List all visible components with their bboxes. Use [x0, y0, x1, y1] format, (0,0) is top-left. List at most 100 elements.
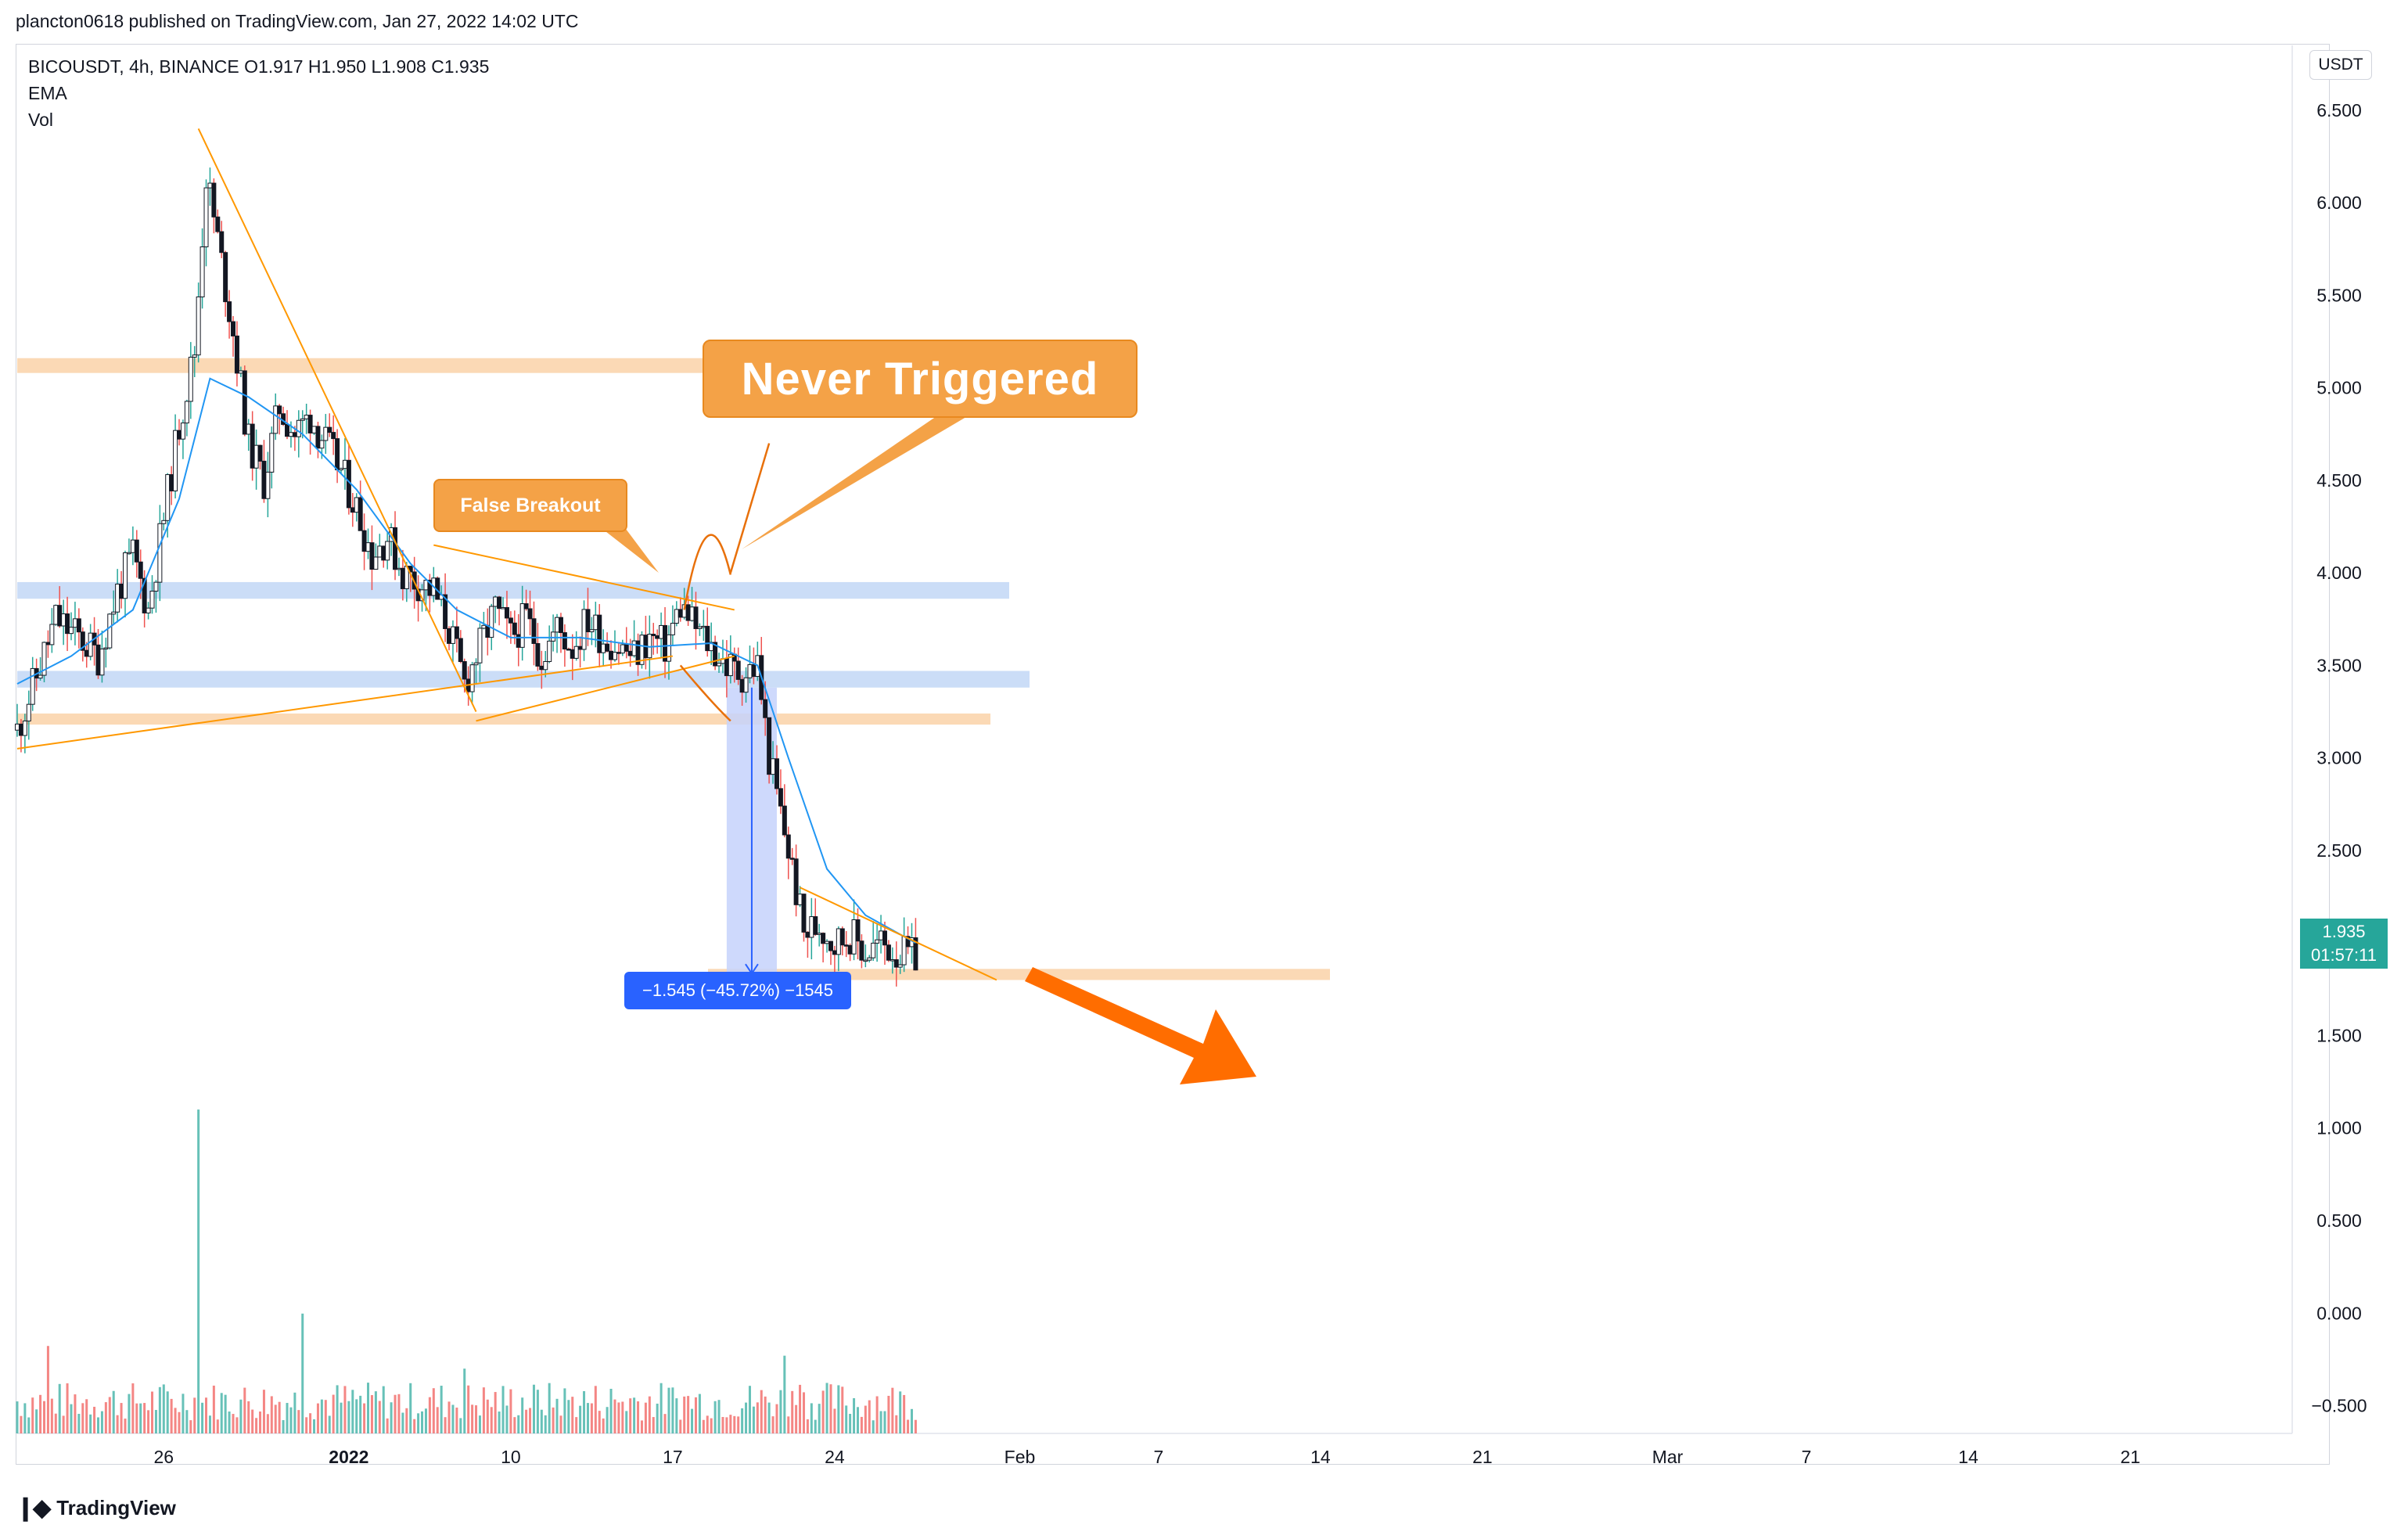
time-tick-label: 7 — [1802, 1447, 1812, 1467]
price-range-measure-label[interactable]: −1.545 (−45.72%) −1545 — [624, 972, 851, 1009]
candle-body — [458, 638, 463, 663]
time-tick-label: 14 — [1958, 1447, 1979, 1467]
tradingview-logo[interactable]: ❙◆ TradingView — [16, 1494, 176, 1522]
volume-bar — [795, 1404, 798, 1433]
volume-bar — [687, 1396, 690, 1433]
volume-bar — [629, 1398, 632, 1433]
candle-body — [473, 662, 479, 666]
volume-bar — [197, 1109, 200, 1433]
volume-bar — [810, 1403, 813, 1433]
volume-indicator-label[interactable]: Vol — [28, 110, 53, 130]
candle-body — [65, 613, 70, 635]
currency-unit-button[interactable]: USDT — [2309, 50, 2372, 80]
candle-body — [717, 663, 722, 667]
volume-bar — [563, 1388, 566, 1433]
time-tick-label: Mar — [1652, 1447, 1684, 1467]
candle-body — [832, 950, 837, 955]
volume-bar — [62, 1415, 65, 1433]
volume-bar — [355, 1399, 358, 1433]
ema-indicator-label[interactable]: EMA — [28, 83, 67, 103]
false-breakout-callout[interactable]: False Breakout — [433, 479, 627, 532]
tradingview-brand-text: TradingView — [56, 1496, 176, 1519]
candle-body — [805, 931, 810, 938]
volume-bar — [394, 1394, 397, 1433]
candle-body — [277, 405, 282, 415]
volume-bar — [617, 1402, 620, 1433]
candle-body — [581, 609, 587, 650]
volume-bar — [725, 1417, 728, 1433]
time-tick-label: 21 — [2120, 1447, 2140, 1467]
volume-bar — [713, 1401, 717, 1433]
candle-body — [335, 438, 340, 471]
candle-body — [674, 609, 679, 624]
candle-body — [501, 606, 506, 610]
candle-body — [573, 646, 579, 659]
volume-bar — [764, 1396, 767, 1433]
volume-bar — [35, 1409, 38, 1433]
volume-bar — [910, 1408, 913, 1433]
candle-body — [828, 940, 833, 951]
candle-body — [76, 618, 81, 633]
candle-body — [785, 834, 791, 859]
candle-body — [161, 520, 167, 524]
candle-body — [385, 541, 390, 561]
candle-body — [169, 474, 174, 491]
candle-body — [61, 613, 66, 627]
candle-body — [231, 321, 236, 336]
volume-bar — [243, 1387, 246, 1433]
candle-body — [562, 632, 567, 649]
candle-body — [134, 539, 139, 563]
volume-bar — [77, 1413, 81, 1433]
candle-body — [319, 440, 325, 449]
volume-bar — [802, 1392, 805, 1433]
volume-bar — [89, 1414, 92, 1433]
candle-body — [462, 661, 467, 680]
candle-body — [735, 660, 741, 680]
candle-body — [585, 609, 591, 632]
candle-body — [616, 652, 621, 654]
volume-bar — [864, 1405, 867, 1433]
volume-bar — [513, 1417, 516, 1433]
volume-bar — [741, 1408, 744, 1433]
candle-body — [157, 523, 163, 583]
volume-bar — [609, 1388, 613, 1433]
candle-body — [763, 699, 768, 718]
volume-bar — [509, 1389, 512, 1433]
volume-bar — [158, 1386, 161, 1433]
volume-bar — [494, 1392, 497, 1433]
volume-bar — [340, 1402, 343, 1433]
symbol-ohlc-line[interactable]: BICOUSDT, 4h, BINANCE O1.917 H1.950 L1.9… — [28, 56, 490, 77]
candle-body — [342, 459, 347, 469]
candle-body — [22, 720, 27, 736]
volume-bar — [771, 1416, 775, 1433]
volume-bar — [706, 1415, 709, 1433]
volume-bar — [602, 1418, 605, 1433]
volume-bar — [544, 1415, 547, 1433]
volume-bar — [698, 1394, 701, 1433]
last-price-value: 1.935 — [2322, 922, 2366, 941]
volume-bar — [583, 1390, 586, 1433]
volume-bar — [313, 1419, 316, 1433]
candle-body — [15, 723, 20, 731]
candle-body — [701, 625, 706, 628]
volume-bar — [401, 1412, 404, 1433]
candle-body — [789, 858, 795, 860]
never-triggered-callout[interactable]: Never Triggered — [703, 340, 1138, 418]
volume-bar — [116, 1415, 119, 1433]
candle-body — [130, 539, 135, 553]
candle-body — [651, 634, 656, 636]
candle-body — [323, 426, 329, 441]
volume-bar — [451, 1404, 455, 1433]
volume-bar — [151, 1391, 154, 1433]
volume-bar — [405, 1408, 408, 1433]
candle-body — [199, 246, 205, 297]
candle-body — [315, 426, 321, 449]
volume-bar — [833, 1408, 836, 1433]
candle-body — [223, 252, 228, 303]
price-tick-label: 3.000 — [2316, 748, 2362, 768]
volume-bar — [208, 1415, 211, 1433]
volume-bar — [347, 1401, 350, 1433]
time-tick-label: 26 — [153, 1447, 174, 1467]
candle-body — [331, 432, 336, 440]
